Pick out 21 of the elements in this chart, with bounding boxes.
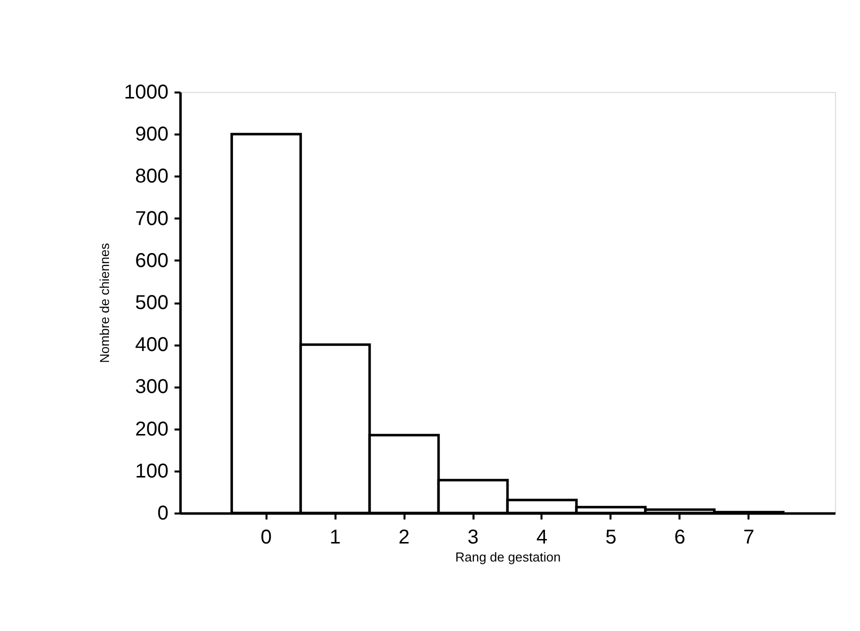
x-tick-label: 1 [330, 526, 341, 548]
x-tick-label: 6 [674, 526, 686, 548]
y-tick-label: 200 [135, 418, 168, 440]
x-tick-label: 0 [260, 526, 272, 548]
y-tick-label: 1000 [124, 82, 168, 104]
x-tick-label: 4 [536, 526, 548, 548]
y-tick-label: 800 [135, 166, 168, 188]
x-tick-label: 5 [605, 526, 616, 548]
y-tick-label: 0 [157, 502, 168, 524]
y-tick-label: 600 [135, 250, 168, 272]
y-tick-label: 100 [135, 460, 168, 482]
y-tick-label: 300 [135, 376, 168, 398]
y-tick-label: 700 [135, 208, 168, 230]
y-tick-label: 400 [135, 334, 168, 356]
x-tick-label: 3 [467, 526, 479, 548]
y-tick-label: 900 [135, 124, 168, 146]
x-tick-label: 7 [743, 526, 754, 548]
y-axis-title: Nombre de chiennes [97, 242, 112, 363]
y-tick-label: 500 [135, 292, 168, 314]
x-tick-label: 2 [398, 526, 410, 548]
x-axis-title: Rang de gestation [455, 550, 561, 564]
